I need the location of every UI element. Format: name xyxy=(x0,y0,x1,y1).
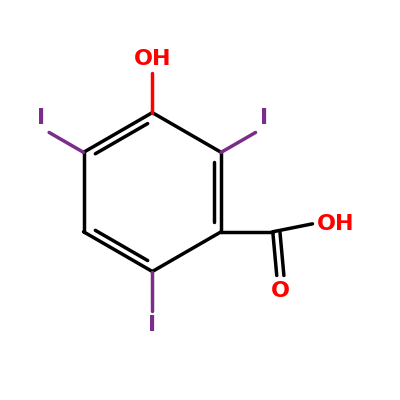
Text: OH: OH xyxy=(134,49,171,69)
Text: OH: OH xyxy=(316,214,354,234)
Text: I: I xyxy=(148,315,156,335)
Text: I: I xyxy=(37,108,45,128)
Text: I: I xyxy=(260,108,268,128)
Text: O: O xyxy=(271,282,290,302)
